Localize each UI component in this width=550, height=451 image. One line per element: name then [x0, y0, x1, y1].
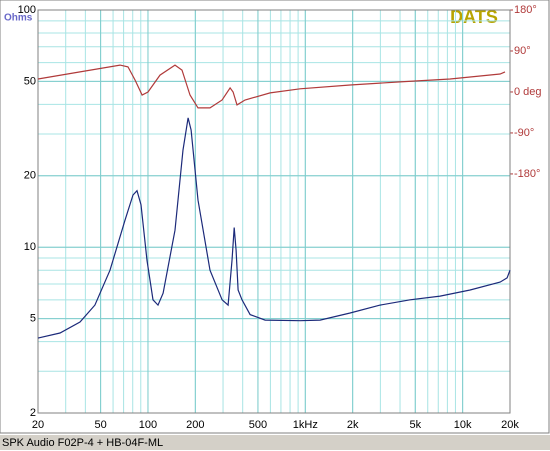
- x-tick-label: 200: [186, 419, 204, 431]
- x-tick-label: 5k: [409, 419, 421, 431]
- frame: [0, 0, 550, 434]
- y2-tick-label: -90°: [514, 127, 534, 139]
- series-line: [37, 64, 506, 109]
- y-tick-label: 10: [24, 241, 36, 253]
- y-axis-label: Ohms: [4, 13, 33, 24]
- y-tick-label: 20: [24, 170, 36, 182]
- y2-tick-label: 90°: [514, 45, 531, 57]
- x-tick-label: 1kHz: [293, 419, 318, 431]
- y-tick-label: 100: [18, 4, 36, 16]
- y2-tick-label: 0 deg: [514, 86, 542, 98]
- status-bar: SPK Audio F02P-4 + HB-04F-ML: [0, 434, 550, 450]
- y-tick-label: 2: [30, 407, 36, 419]
- watermark: DATS: [450, 7, 498, 27]
- y2-tick-label: 180°: [514, 4, 537, 16]
- x-tick-label: 20: [32, 419, 44, 431]
- x-tick-label: 500: [249, 419, 267, 431]
- x-tick-label: 10k: [454, 419, 472, 431]
- x-tick-label: 50: [94, 419, 106, 431]
- y-tick-label: 5: [30, 313, 36, 325]
- y-tick-label: 50: [24, 75, 36, 87]
- x-tick-label: 100: [139, 419, 157, 431]
- x-tick-label: 2k: [347, 419, 359, 431]
- x-tick-label: 20k: [501, 419, 519, 431]
- series-line: [37, 117, 511, 339]
- plot-area: [37, 9, 511, 414]
- y2-tick-label: -180°: [514, 168, 540, 180]
- chart: DATS Ohms 20 50 100 200 500 1kHz 2k 5k 10k 20k 2 5 1…: [0, 0, 550, 434]
